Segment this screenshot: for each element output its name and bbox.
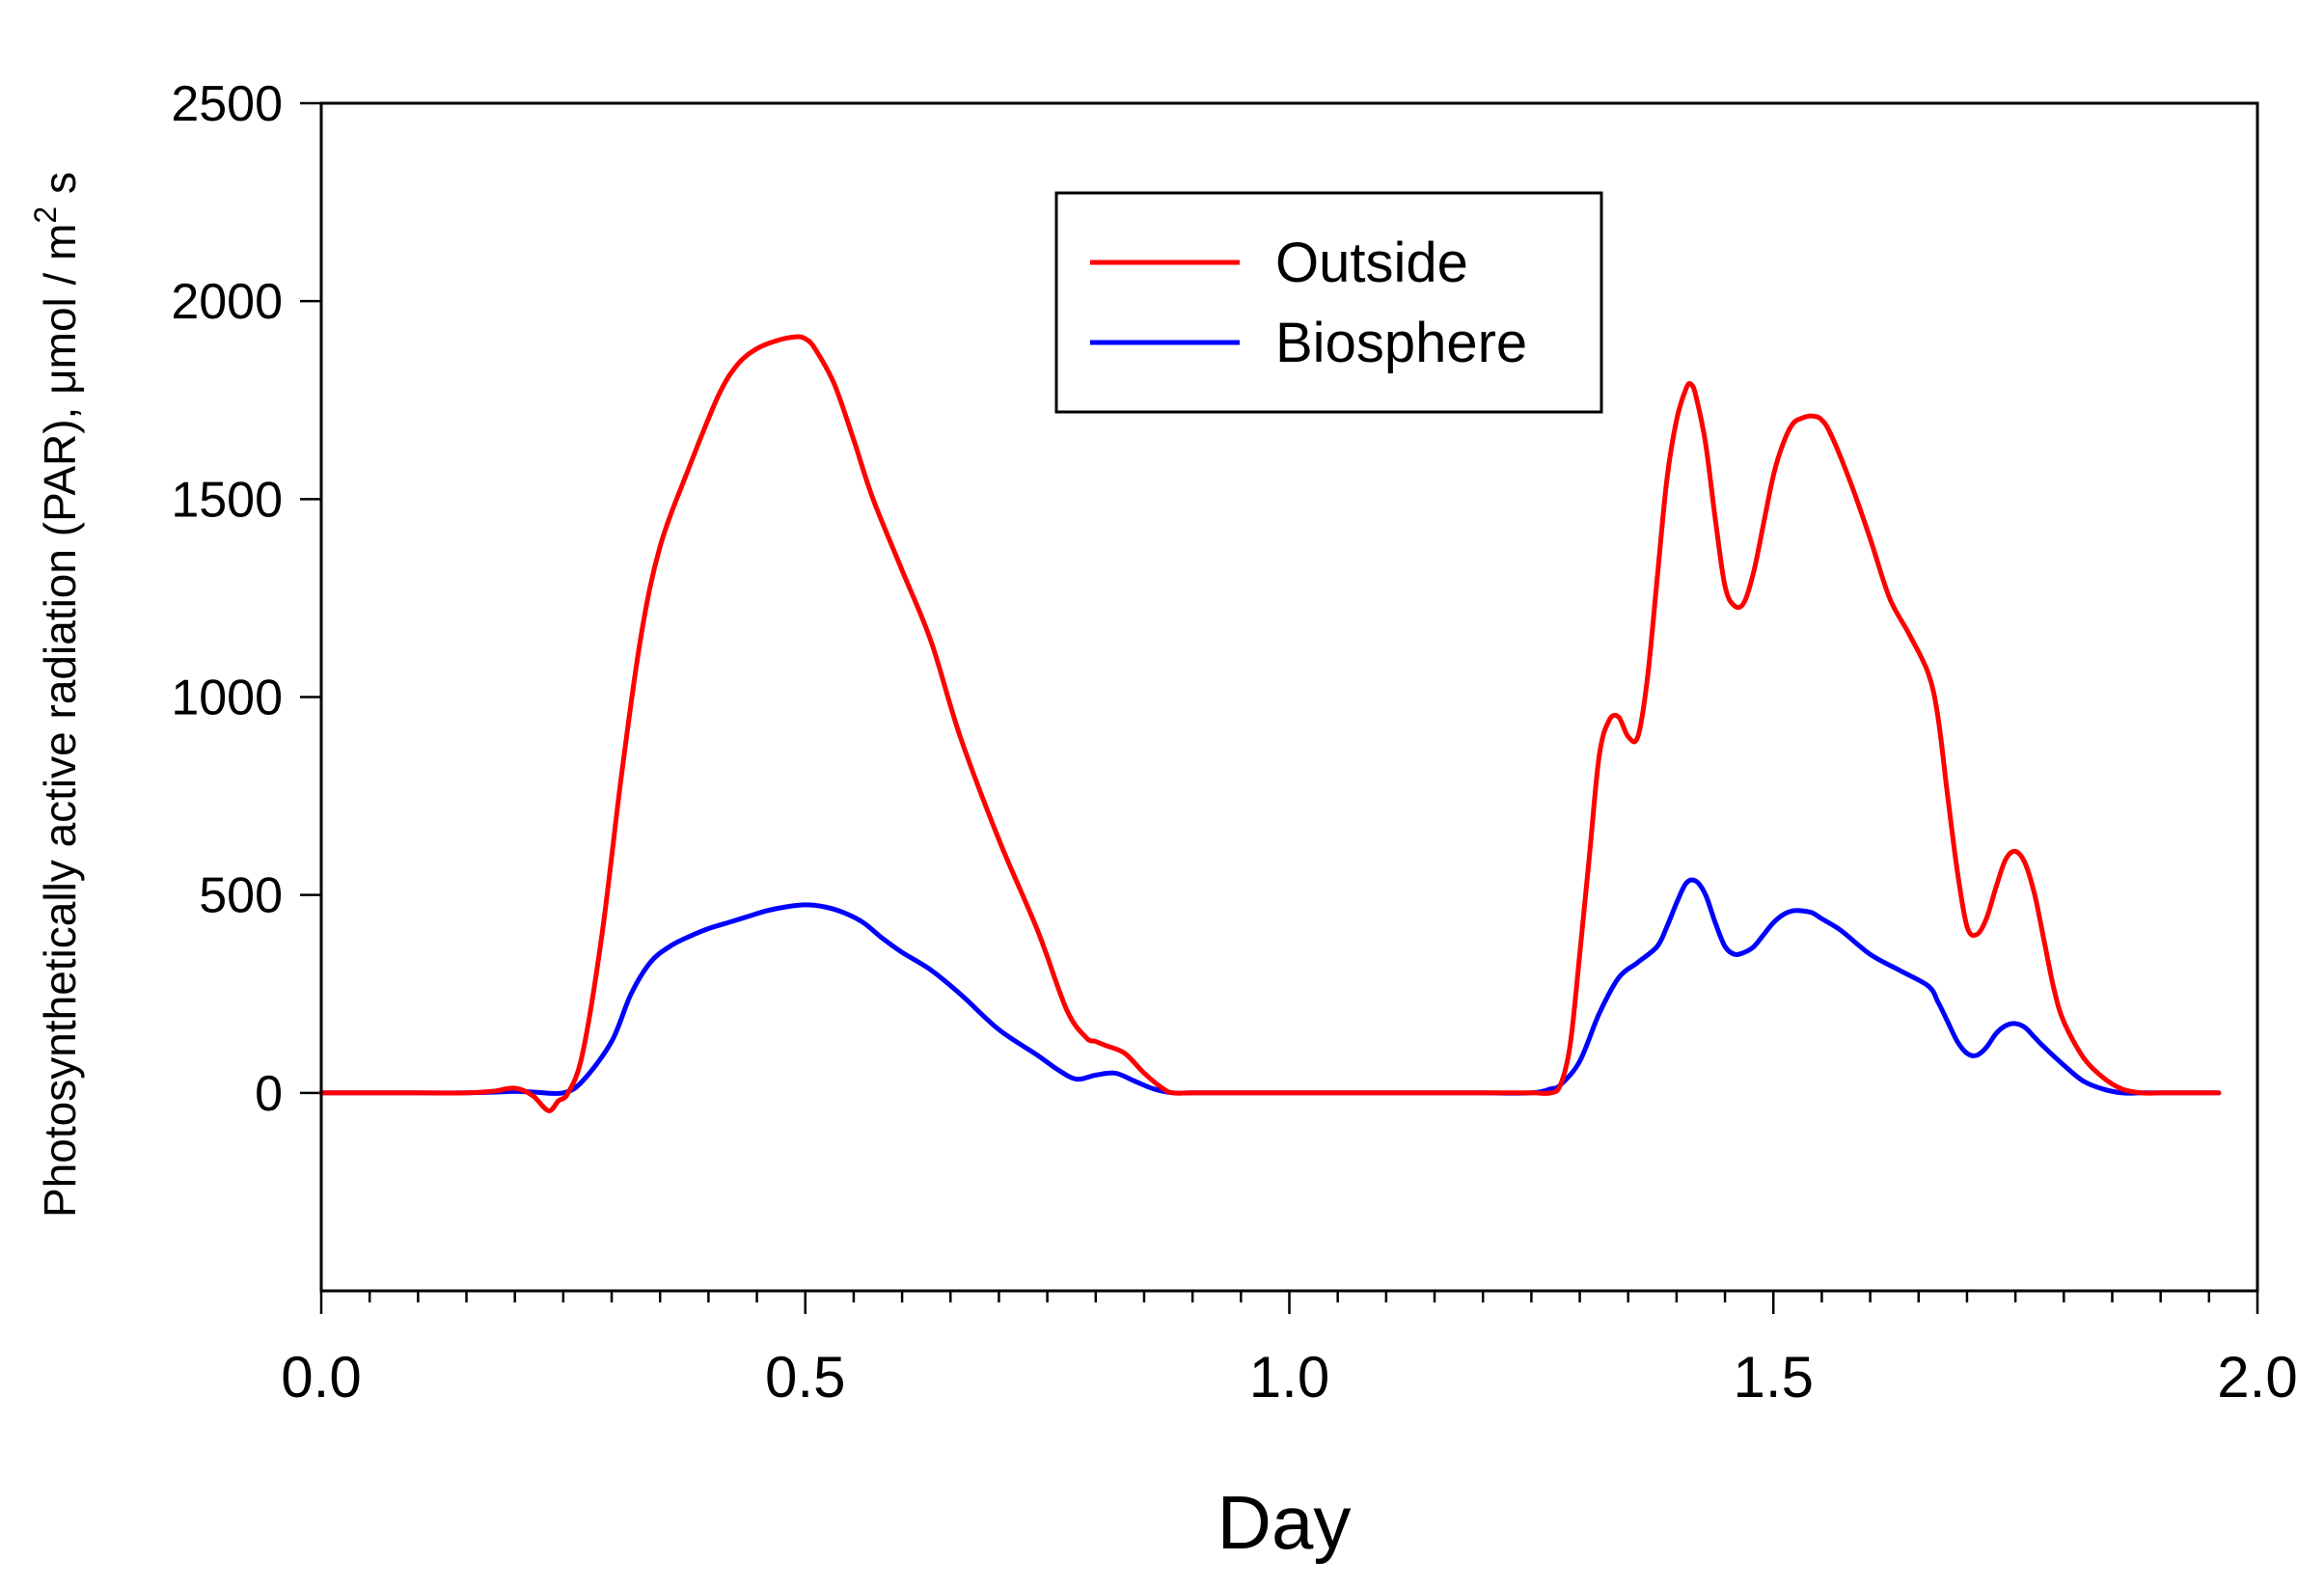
y-tick-label: 500 bbox=[199, 868, 283, 924]
axis-ticks bbox=[300, 101, 2259, 1314]
y-tick-label: 1000 bbox=[171, 671, 283, 726]
y-axis-title: Photosynthetically active radiation (PAR… bbox=[28, 172, 85, 1218]
legend-label-outside: Outside bbox=[1275, 232, 1468, 294]
series-line-outside bbox=[318, 334, 2222, 1113]
y-tick-label: 0 bbox=[255, 1066, 283, 1122]
legend: Outside Biosphere bbox=[1054, 191, 1603, 414]
x-tick-label: 1.0 bbox=[1249, 1345, 1329, 1410]
x-tick-label: 0.0 bbox=[281, 1345, 361, 1410]
plot-frame bbox=[319, 101, 2259, 1293]
y-tick-labels: 0 500 1000 1500 2000 2500 bbox=[171, 76, 283, 1122]
y-axis-title-main: Photosynthetically active radiation (PAR… bbox=[35, 224, 85, 1218]
x-tick-label: 0.5 bbox=[765, 1345, 845, 1410]
x-tick-labels: 0.0 0.5 1.0 1.5 2.0 bbox=[281, 1345, 2297, 1410]
plot-series bbox=[318, 334, 2222, 1113]
legend-label-biosphere: Biosphere bbox=[1275, 312, 1527, 374]
y-axis-title-superscript: 2 bbox=[28, 206, 63, 224]
legend-box bbox=[1054, 191, 1603, 414]
x-tick-label: 2.0 bbox=[2217, 1345, 2297, 1410]
series-line-biosphere bbox=[318, 877, 2222, 1097]
y-tick-label: 2000 bbox=[171, 274, 283, 330]
y-axis-title-suffix: s bbox=[35, 172, 85, 206]
y-tick-label: 1500 bbox=[171, 472, 283, 528]
x-tick-label: 1.5 bbox=[1734, 1345, 1814, 1410]
x-axis-title: Day bbox=[1217, 1480, 1352, 1565]
y-tick-label: 2500 bbox=[171, 76, 283, 132]
